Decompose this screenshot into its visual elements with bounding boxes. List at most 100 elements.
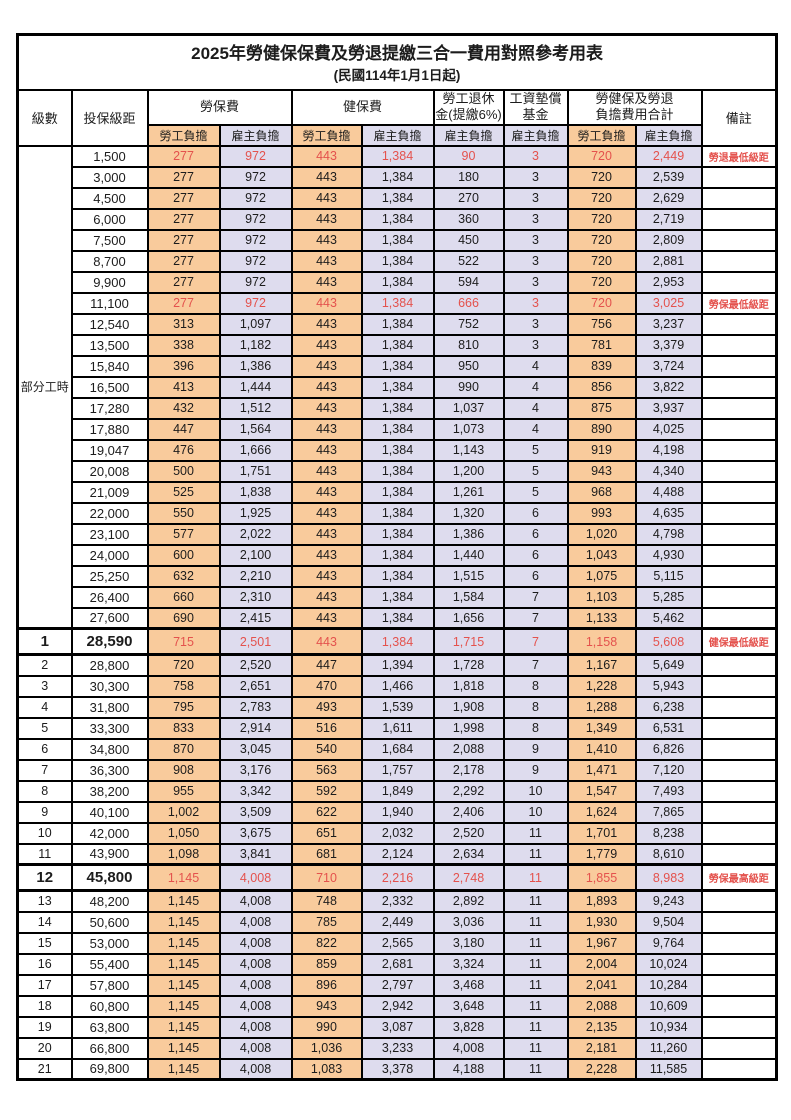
title-row: 2025年勞健保保費及勞退提繳三合一費用對照參考用表 (民國114年1月1日起) bbox=[16, 33, 778, 91]
labor-employee-cell: 550 bbox=[146, 501, 221, 525]
table-row: 17 57,800 1,145 4,008 896 2,797 3,468 11 2,041 10… bbox=[16, 973, 778, 997]
note-cell bbox=[700, 716, 778, 740]
wagefund-employer-cell: 8 bbox=[502, 695, 569, 719]
pension-employer-cell: 450 bbox=[432, 228, 505, 252]
health-employer-cell: 1,384 bbox=[360, 375, 435, 399]
labor-employer-cell: 972 bbox=[218, 270, 293, 294]
labor-employee-cell: 870 bbox=[146, 737, 221, 761]
table-row: 15,840 396 1,386 443 1,384 950 4 839 3,724 bbox=[18, 354, 778, 378]
note-cell: 健保最低級距 bbox=[700, 627, 778, 656]
total-employee-cell: 1,967 bbox=[566, 931, 637, 955]
subheader-total-employee: 勞工負擔 bbox=[566, 123, 637, 147]
table-row: 4,500 277 972 443 1,384 270 3 720 2,629 bbox=[18, 186, 778, 210]
labor-employee-cell: 908 bbox=[146, 758, 221, 782]
total-employer-cell: 7,865 bbox=[634, 800, 703, 824]
table-row: 13,500 338 1,182 443 1,384 810 3 781 3,379 bbox=[18, 333, 778, 357]
total-employee-cell: 720 bbox=[566, 186, 637, 210]
labor-employer-cell: 4,008 bbox=[218, 863, 293, 892]
health-employer-cell: 2,565 bbox=[360, 931, 435, 955]
health-employee-cell: 443 bbox=[290, 228, 363, 252]
total-employer-cell: 4,930 bbox=[634, 543, 703, 567]
table-row: 16 55,400 1,145 4,008 859 2,681 3,324 11 2,004 10… bbox=[16, 952, 778, 976]
table-row: 9,900 277 972 443 1,384 594 3 720 2,953 bbox=[18, 270, 778, 294]
labor-employee-cell: 277 bbox=[146, 165, 221, 189]
labor-employee-cell: 1,145 bbox=[146, 931, 221, 955]
table-row: 10 42,000 1,050 3,675 651 2,032 2,520 11 1,701 8,… bbox=[16, 821, 778, 845]
health-employee-cell: 443 bbox=[290, 417, 363, 441]
bracket-cell: 30,300 bbox=[70, 674, 149, 698]
header-level: 級數 bbox=[16, 89, 73, 147]
health-employee-cell: 681 bbox=[290, 842, 363, 866]
health-employer-cell: 1,466 bbox=[360, 674, 435, 698]
table-row: 26,400 660 2,310 443 1,384 1,584 7 1,103 5,285 bbox=[18, 585, 778, 609]
health-employee-cell: 651 bbox=[290, 821, 363, 845]
subheader-labor-employee: 勞工負擔 bbox=[146, 123, 221, 147]
total-employer-cell: 3,724 bbox=[634, 354, 703, 378]
health-employer-cell: 3,087 bbox=[360, 1015, 435, 1039]
level-cell: 10 bbox=[16, 821, 73, 845]
note-cell bbox=[700, 973, 778, 997]
pension-employer-cell: 752 bbox=[432, 312, 505, 336]
health-employer-cell: 1,384 bbox=[360, 501, 435, 525]
pension-employer-cell: 1,320 bbox=[432, 501, 505, 525]
pension-employer-cell: 2,088 bbox=[432, 737, 505, 761]
health-employer-cell: 1,384 bbox=[360, 480, 435, 504]
level-cell: 9 bbox=[16, 800, 73, 824]
health-employee-cell: 748 bbox=[290, 889, 363, 913]
total-employee-cell: 919 bbox=[566, 438, 637, 462]
total-employee-cell: 993 bbox=[566, 501, 637, 525]
wagefund-employer-cell: 11 bbox=[502, 994, 569, 1018]
wagefund-employer-cell: 7 bbox=[502, 653, 569, 677]
total-employer-cell: 5,115 bbox=[634, 564, 703, 588]
subheader-wagefund-employer: 雇主負擔 bbox=[502, 123, 569, 147]
health-employee-cell: 443 bbox=[290, 606, 363, 630]
wagefund-employer-cell: 3 bbox=[502, 249, 569, 273]
health-employee-cell: 516 bbox=[290, 716, 363, 740]
labor-employer-cell: 1,564 bbox=[218, 417, 293, 441]
wagefund-employer-cell: 11 bbox=[502, 1015, 569, 1039]
bracket-cell: 8,700 bbox=[70, 249, 149, 273]
total-employee-cell: 720 bbox=[566, 270, 637, 294]
health-employer-cell: 1,384 bbox=[360, 291, 435, 315]
level-cell: 1 bbox=[16, 627, 73, 656]
health-employer-cell: 1,384 bbox=[360, 333, 435, 357]
note-cell bbox=[700, 842, 778, 866]
table-row: 7,500 277 972 443 1,384 450 3 720 2,809 bbox=[18, 228, 778, 252]
bracket-cell: 26,400 bbox=[70, 585, 149, 609]
total-employer-cell: 9,764 bbox=[634, 931, 703, 955]
note-cell bbox=[700, 910, 778, 934]
header-note: 備註 bbox=[700, 89, 778, 147]
health-employee-cell: 943 bbox=[290, 994, 363, 1018]
pension-employer-cell: 3,828 bbox=[432, 1015, 505, 1039]
wagefund-employer-cell: 8 bbox=[502, 716, 569, 740]
health-employer-cell: 1,384 bbox=[360, 606, 435, 630]
pension-employer-cell: 1,908 bbox=[432, 695, 505, 719]
total-employee-cell: 1,701 bbox=[566, 821, 637, 845]
pension-employer-cell: 990 bbox=[432, 375, 505, 399]
note-cell bbox=[700, 228, 778, 252]
health-employer-cell: 1,384 bbox=[360, 186, 435, 210]
bracket-cell: 22,000 bbox=[70, 501, 149, 525]
pension-employer-cell: 1,200 bbox=[432, 459, 505, 483]
total-employee-cell: 2,041 bbox=[566, 973, 637, 997]
note-cell bbox=[700, 375, 778, 399]
labor-employee-cell: 476 bbox=[146, 438, 221, 462]
health-employer-cell: 1,384 bbox=[360, 144, 435, 168]
total-employer-cell: 3,237 bbox=[634, 312, 703, 336]
header-wagefund-line2: 基金 bbox=[522, 107, 549, 123]
total-employer-cell: 2,881 bbox=[634, 249, 703, 273]
note-cell bbox=[700, 585, 778, 609]
labor-employee-cell: 1,145 bbox=[146, 1036, 221, 1060]
health-employee-cell: 470 bbox=[290, 674, 363, 698]
wagefund-employer-cell: 5 bbox=[502, 480, 569, 504]
health-employee-cell: 443 bbox=[290, 375, 363, 399]
total-employee-cell: 1,167 bbox=[566, 653, 637, 677]
pension-employer-cell: 1,386 bbox=[432, 522, 505, 546]
note-cell bbox=[700, 249, 778, 273]
level-cell: 19 bbox=[16, 1015, 73, 1039]
health-employer-cell: 1,757 bbox=[360, 758, 435, 782]
subheader-health-employee: 勞工負擔 bbox=[290, 123, 363, 147]
total-employee-cell: 720 bbox=[566, 144, 637, 168]
pension-employer-cell: 950 bbox=[432, 354, 505, 378]
health-employee-cell: 443 bbox=[290, 564, 363, 588]
